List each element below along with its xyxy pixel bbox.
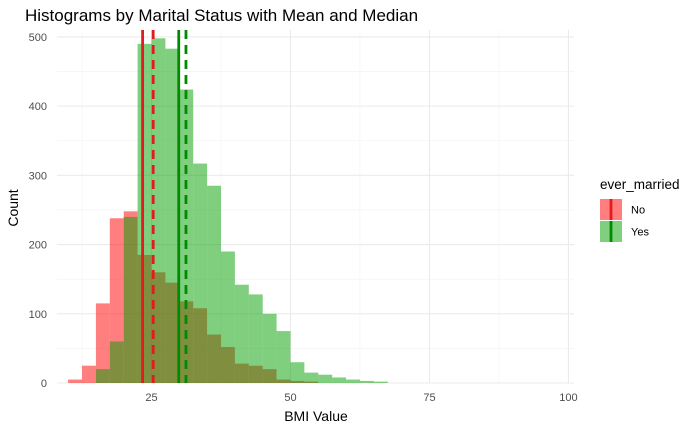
histogram-bar — [359, 380, 374, 383]
legend-title: ever_married — [600, 177, 680, 192]
histogram-bar — [234, 284, 249, 383]
y-tick-label: 400 — [29, 101, 47, 113]
histogram-bar — [276, 331, 291, 383]
y-tick-label: 200 — [29, 240, 47, 252]
legend-label: Yes — [631, 227, 649, 239]
histogram-bar — [137, 43, 152, 383]
histogram-bar — [248, 294, 263, 383]
y-axis-title: Count — [5, 189, 21, 226]
histogram-bar — [165, 48, 180, 384]
histogram-bar — [123, 216, 138, 383]
x-axis-title: BMI Value — [284, 408, 348, 424]
y-tick-label: 300 — [29, 170, 47, 182]
series-yes-bars — [95, 38, 388, 384]
histogram-bar — [82, 365, 96, 383]
y-tick-label: 500 — [29, 32, 47, 44]
histogram-bar — [179, 89, 194, 384]
histogram-bar — [290, 362, 305, 383]
histogram-bar — [68, 379, 83, 383]
histogram-bar — [220, 251, 235, 383]
histogram-bar — [109, 341, 124, 383]
histogram-bar — [332, 377, 347, 383]
histogram-bar — [151, 38, 166, 384]
axis-tick-labels: 25 50 75 100 0 100 200 300 400 500 — [29, 32, 578, 404]
histogram-bar — [193, 163, 208, 383]
histogram-bar — [95, 303, 110, 383]
histogram-bar — [318, 374, 333, 383]
x-tick-label: 75 — [423, 392, 435, 404]
mean-median-lines — [141, 30, 188, 383]
y-tick-label: 0 — [41, 378, 47, 390]
legend: ever_married No Yes — [600, 177, 680, 242]
chart-title: Histograms by Marital Status with Mean a… — [25, 6, 418, 25]
histogram-bars — [68, 38, 388, 384]
legend-item-yes: Yes — [600, 221, 649, 242]
histogram-bar — [304, 372, 319, 383]
x-tick-label: 50 — [284, 392, 296, 404]
y-tick-label: 100 — [29, 309, 47, 321]
x-tick-label: 25 — [145, 392, 157, 404]
histogram-bar — [373, 381, 388, 383]
plot-area — [57, 30, 574, 384]
histogram-bar — [346, 379, 360, 383]
legend-label: No — [631, 205, 645, 217]
histogram-bar — [207, 185, 221, 383]
legend-item-no: No — [600, 199, 645, 220]
histogram-bar — [95, 369, 110, 383]
histogram-bar — [262, 313, 277, 383]
x-tick-label: 100 — [559, 392, 577, 404]
